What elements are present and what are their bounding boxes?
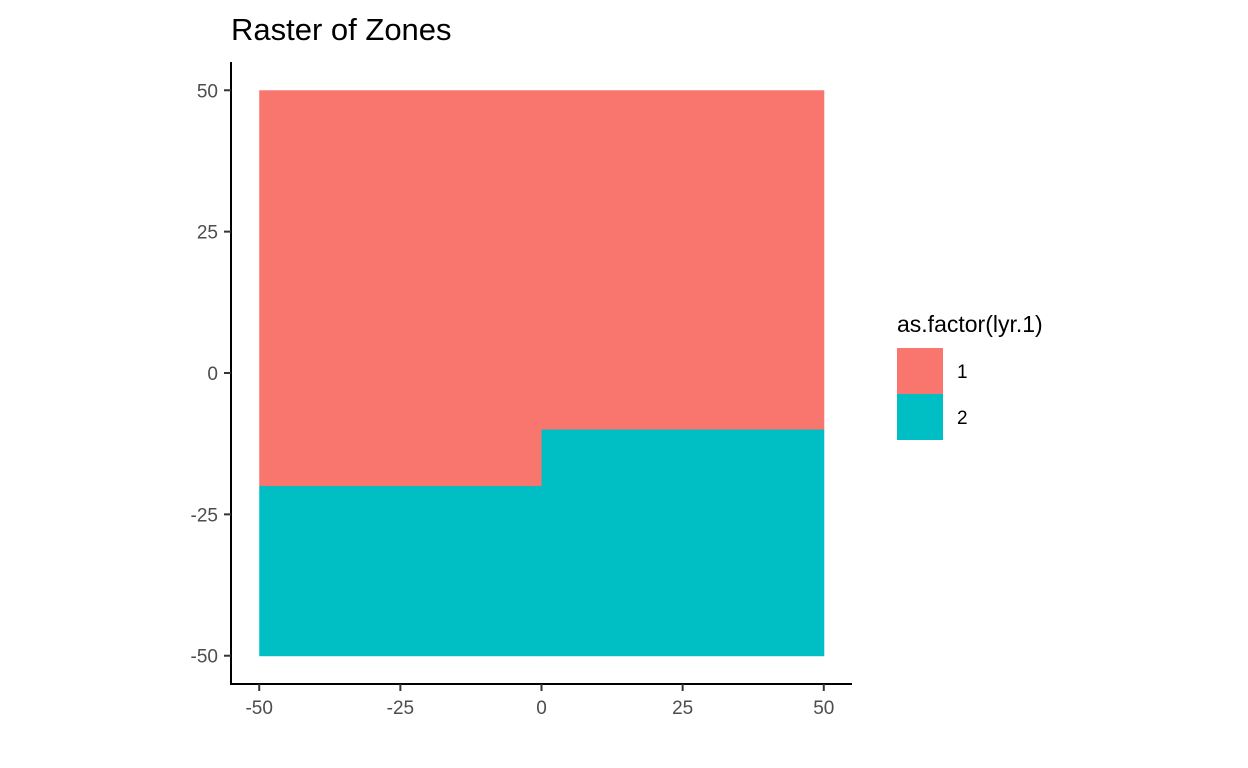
x-tick-label: -25 [387,698,414,719]
legend-key-1 [897,348,943,394]
x-tick-label: 50 [813,698,834,719]
zone-cell-1-1 [541,90,825,431]
legend-label-1: 1 [957,362,968,383]
legend-key-2 [897,394,943,440]
y-axis-ticks: -50 -25 0 25 50 [191,81,231,668]
legend: as.factor(lyr.1) 12 [897,311,1043,440]
chart-title: Raster of Zones [231,12,452,47]
zone-cell-2-3 [541,429,825,657]
y-tick-label: 25 [197,223,218,244]
x-tick-label: 25 [672,698,693,719]
x-axis-ticks: -50 -25 0 25 50 [245,684,834,719]
legend-label-2: 2 [957,408,968,429]
y-tick-label: -50 [191,647,218,668]
zone-cells [259,90,825,657]
legend-items: 12 [897,348,968,440]
x-tick-label: -50 [245,698,272,719]
y-tick-label: -25 [191,505,218,526]
zone-cell-2-2 [259,486,542,657]
y-tick-label: 50 [197,81,218,102]
y-tick-label: 0 [207,364,218,385]
x-tick-label: 0 [536,698,547,719]
zone-cell-1-0 [259,90,542,487]
legend-title: as.factor(lyr.1) [897,311,1043,337]
